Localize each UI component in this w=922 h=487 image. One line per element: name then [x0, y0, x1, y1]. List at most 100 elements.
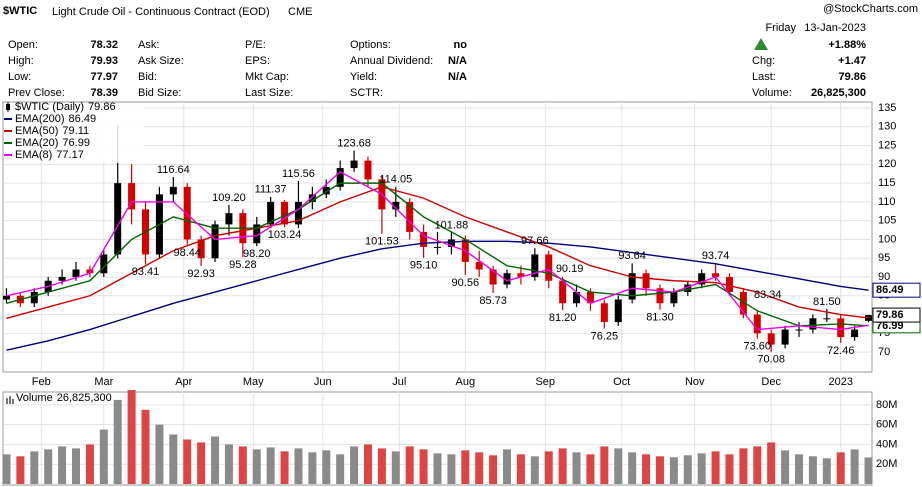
candle-body	[628, 273, 636, 300]
volume-legend: Volume 26,825,300	[16, 392, 112, 404]
candle-body	[559, 280, 567, 304]
field-value: 77.97	[90, 71, 118, 83]
price-annotation: 109.20	[212, 192, 246, 204]
volume-bar	[238, 446, 247, 484]
volume-bar	[572, 452, 581, 484]
legend-entry: EMA(20) 76.99	[15, 137, 90, 149]
legend-value: 26,825,300	[57, 392, 112, 404]
candle-body	[489, 269, 497, 285]
volume-bar	[850, 449, 859, 484]
x-tick-label: Feb	[32, 376, 51, 388]
volume-bar	[266, 447, 275, 484]
volume-bar	[308, 452, 317, 484]
volume-bar	[391, 451, 400, 484]
volume-bar	[655, 456, 664, 484]
legend-value: 76.99	[62, 137, 90, 149]
volume-bar	[628, 452, 637, 484]
price-annotation: 111.37	[255, 184, 287, 196]
field-label: Chg:	[752, 55, 775, 67]
up-arrow	[754, 38, 768, 50]
volume-bar	[447, 454, 456, 484]
field-value: N/A	[448, 71, 467, 83]
field-label: EPS:	[245, 55, 270, 67]
plot	[2, 124, 873, 484]
volume-bar	[808, 456, 817, 484]
volume-bar	[836, 452, 845, 484]
volume-bar	[2, 454, 11, 484]
volume-bar	[85, 444, 94, 484]
field-label: Bid:	[138, 71, 157, 83]
candle-body	[531, 254, 539, 277]
price-annotation: 90.19	[556, 263, 584, 275]
candle-body	[308, 194, 316, 202]
price-annotation: 114.05	[379, 174, 412, 186]
candle-body	[2, 295, 10, 300]
candle-body	[392, 201, 400, 210]
legend-value: 79.11	[62, 125, 89, 137]
candle-body	[837, 318, 845, 338]
volume-bar	[419, 449, 428, 484]
candle-body	[58, 276, 66, 281]
field-value: +1.47	[838, 55, 866, 67]
volume-bar	[503, 449, 512, 484]
volume-bar	[642, 454, 651, 484]
volume-bar	[127, 390, 136, 484]
x-tick-label: 2023	[828, 376, 852, 388]
x-tick-label: Apr	[175, 376, 192, 388]
x-tick-label: May	[243, 376, 264, 388]
volume-bar	[614, 448, 623, 484]
x-tick-label: Sep	[535, 376, 555, 388]
value-tag	[872, 282, 921, 298]
volume-bar	[322, 450, 331, 484]
legend-name: EMA(50)	[15, 125, 58, 137]
ema-line	[6, 170, 869, 331]
field-label: Ask Size:	[138, 55, 184, 67]
candle-body	[336, 168, 344, 187]
volume-bar	[586, 454, 595, 484]
volume-bar	[224, 444, 233, 484]
price-annotation: 93.41	[132, 266, 160, 278]
volume-bar	[544, 451, 553, 484]
volume-bar	[141, 409, 150, 484]
candle-body	[197, 239, 205, 259]
volume-bar	[725, 454, 734, 484]
candle-body	[364, 160, 372, 180]
candle-body	[114, 183, 122, 255]
instrument-name: Light Crude Oil - Continuous Contract (E…	[52, 6, 270, 18]
ema-line	[6, 186, 869, 319]
candle-body	[128, 183, 136, 210]
symbol: $WTIC	[3, 5, 37, 17]
candle-body	[72, 269, 80, 277]
price-annotation: 98.44	[173, 247, 201, 259]
price-annotation: 101.88	[435, 219, 469, 231]
price-annotation: 85.73	[479, 295, 507, 307]
y-tick-label: 100	[878, 233, 896, 245]
x-tick-label: Nov	[685, 376, 705, 388]
legend-entry: EMA(8) 77.17	[15, 149, 84, 161]
candle-body	[211, 224, 219, 259]
field-label: High:	[8, 55, 34, 67]
volume-bar	[16, 456, 25, 484]
legend-box	[4, 103, 144, 163]
field-label: Yield:	[350, 71, 377, 83]
price-annotation: 116.64	[157, 164, 190, 176]
field-value: 79.93	[90, 55, 118, 67]
price-annotation: 95.28	[229, 259, 257, 271]
price-annotation: 123.68	[337, 137, 371, 149]
legend-icon	[12, 399, 14, 404]
y-tick-label: 120	[878, 158, 896, 170]
x-tick-label: Aug	[456, 376, 476, 388]
field-label: Open:	[8, 39, 38, 51]
volume-bar	[781, 450, 790, 484]
volume-tick-label: 60M	[876, 419, 897, 431]
value-tag-label: 76.99	[876, 320, 904, 332]
price-annotation: 92.93	[187, 268, 215, 280]
legend-entry: EMA(200) 86.49	[15, 113, 96, 125]
candle-body	[169, 186, 177, 195]
price-annotation: 103.24	[268, 229, 302, 241]
date: 13-Jan-2023	[804, 22, 866, 34]
field-value: no	[454, 39, 468, 51]
y-tick-label: 135	[878, 102, 896, 114]
price-annotation: 93.64	[618, 250, 646, 262]
